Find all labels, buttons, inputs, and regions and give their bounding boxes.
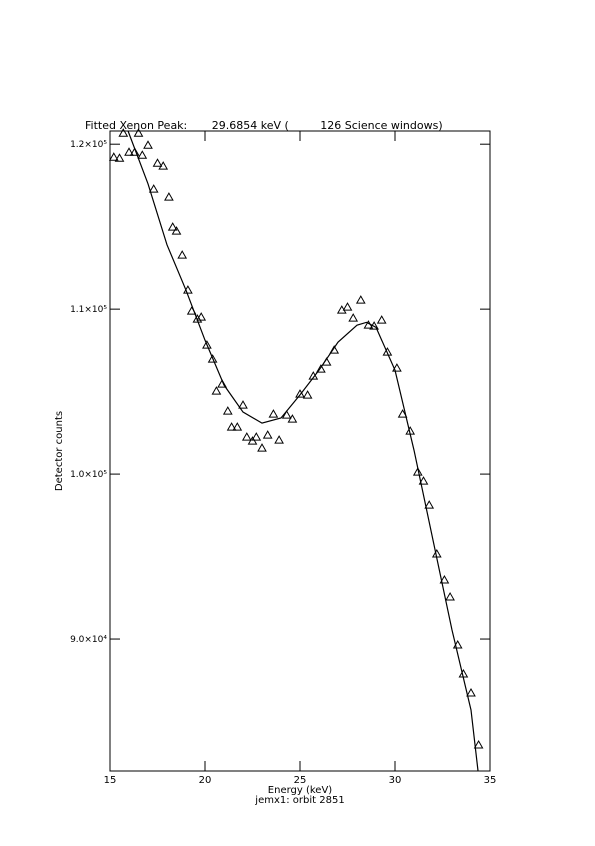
data-point xyxy=(222,406,233,415)
data-point xyxy=(418,476,429,485)
data-point xyxy=(445,592,455,601)
data-point xyxy=(348,313,359,322)
data-point xyxy=(302,390,313,399)
data-point xyxy=(152,158,163,167)
data-point xyxy=(466,688,476,697)
data-point xyxy=(133,128,144,137)
data-point xyxy=(177,250,188,259)
data-point xyxy=(241,432,252,441)
data-point xyxy=(148,184,159,193)
y-tick-label: 1.0×10⁵ xyxy=(70,470,107,480)
data-point xyxy=(262,430,273,439)
data-point xyxy=(196,312,207,321)
chart-title: Fitted Xenon Peak: 29.6854 keV ( 126 Sci… xyxy=(85,119,443,132)
data-point xyxy=(108,152,119,161)
data-point xyxy=(382,347,393,356)
data-point xyxy=(114,153,125,162)
x-tick-label: 30 xyxy=(389,775,402,786)
data-point xyxy=(137,150,148,159)
data-point xyxy=(287,414,298,423)
data-point xyxy=(281,410,292,419)
data-point xyxy=(158,161,169,170)
data-point xyxy=(211,386,222,395)
data-point xyxy=(473,739,484,749)
data-point xyxy=(257,443,267,452)
data-point xyxy=(392,363,402,372)
data-point xyxy=(171,226,182,235)
data-point xyxy=(439,575,450,584)
x-tick-label: 20 xyxy=(199,775,212,786)
x-tick-label: 25 xyxy=(294,775,307,786)
data-point xyxy=(238,400,248,409)
data-point xyxy=(424,500,435,509)
data-point xyxy=(217,379,227,388)
data-point xyxy=(143,140,153,149)
data-point xyxy=(342,302,353,311)
y-tick-label: 1.2×10⁵ xyxy=(70,140,107,150)
data-point xyxy=(226,422,237,431)
data-point xyxy=(412,467,423,476)
data-point xyxy=(268,409,279,418)
data-point xyxy=(202,340,212,349)
data-point xyxy=(274,435,284,444)
x-tick-label: 15 xyxy=(104,775,117,786)
subtitle: jemx1: orbit 2851 xyxy=(254,795,344,806)
data-point xyxy=(124,147,134,156)
data-point xyxy=(355,295,366,304)
data-point xyxy=(376,315,387,324)
data-point xyxy=(316,364,326,373)
y-axis-label: Detector counts xyxy=(54,411,65,491)
data-point xyxy=(164,192,174,201)
data-point xyxy=(232,422,243,431)
x-tick-label: 35 xyxy=(484,775,497,786)
y-tick-label: 1.1×10⁵ xyxy=(70,305,107,315)
fit-line xyxy=(127,130,479,772)
data-point xyxy=(192,314,203,323)
data-point xyxy=(295,389,305,398)
data-point xyxy=(207,354,218,363)
data-point xyxy=(251,432,262,441)
data-point xyxy=(129,147,140,156)
y-tick-label: 9.0×10⁴ xyxy=(70,635,107,645)
data-point xyxy=(167,222,178,231)
x-axis-label: Energy (keV) xyxy=(268,785,333,796)
plot-frame xyxy=(109,130,491,772)
data-point xyxy=(397,409,408,418)
data-point xyxy=(118,128,129,137)
